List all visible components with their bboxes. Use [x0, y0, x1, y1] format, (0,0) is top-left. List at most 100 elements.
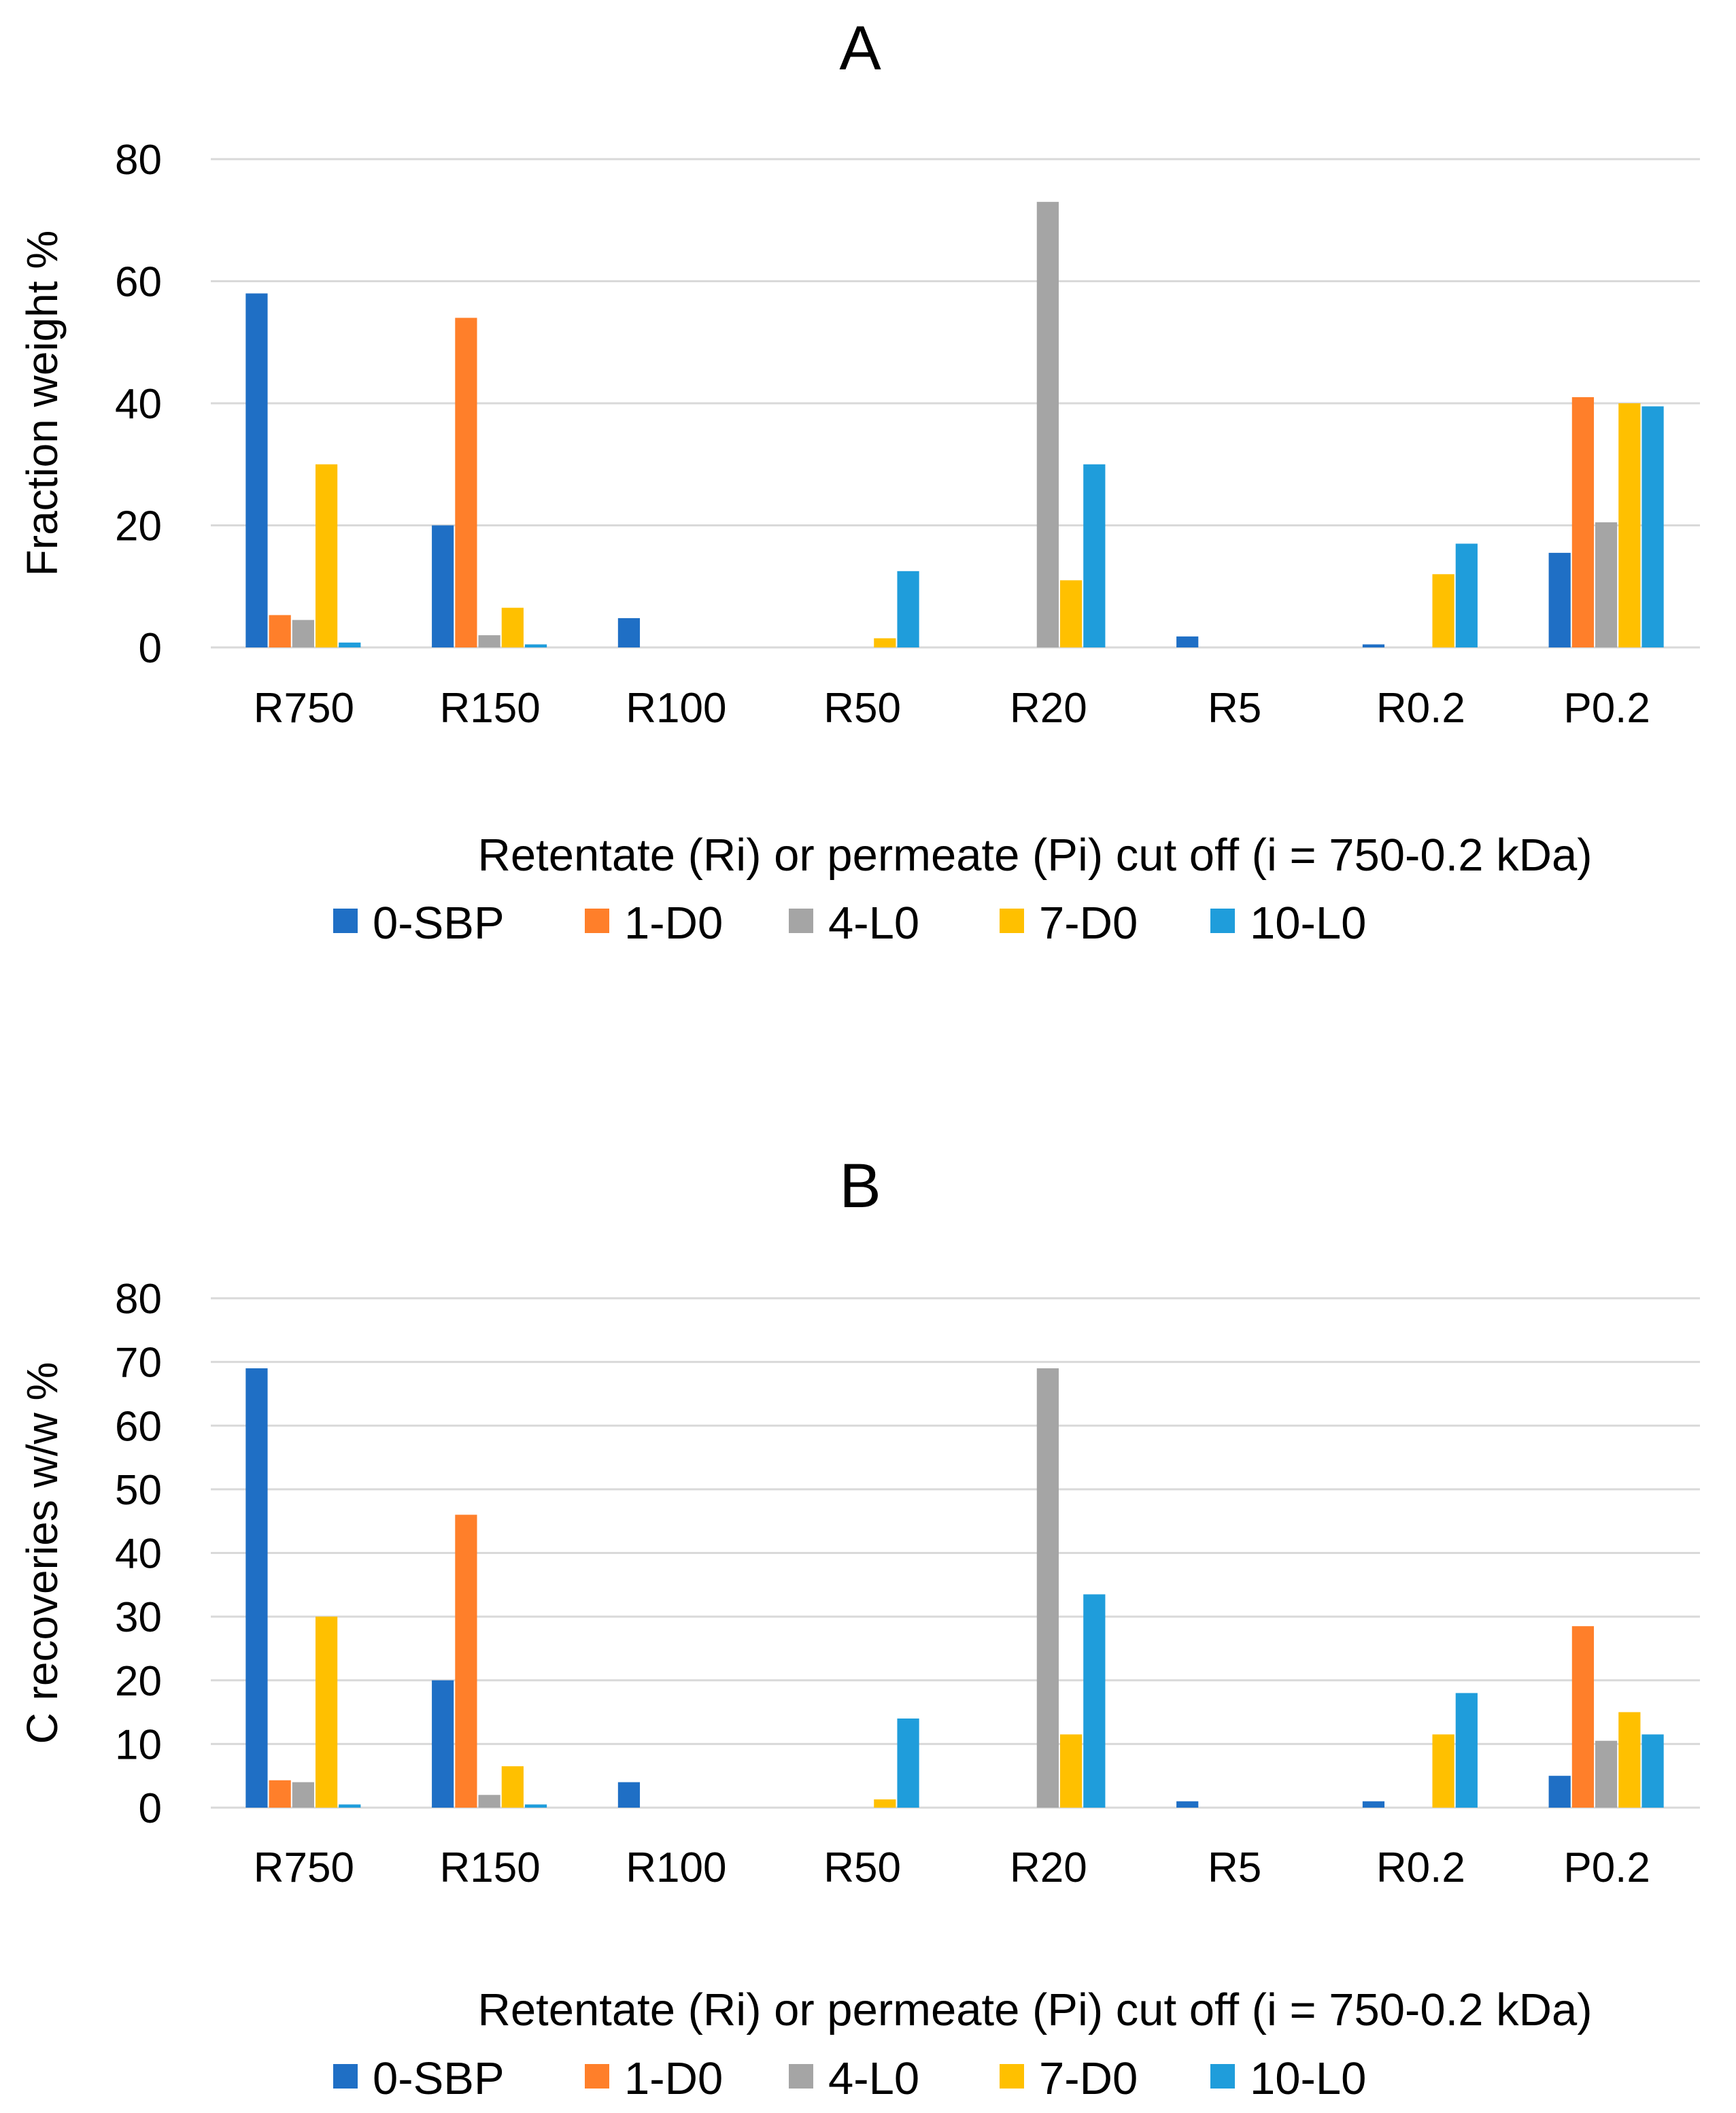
chart-a-bar [315, 464, 338, 647]
chart-b-legend-label: 0-SBP [373, 2053, 505, 2104]
chart-a-bar [269, 615, 291, 647]
chart-a-ytick-label: 20 [115, 503, 162, 550]
chart-a-bar [1083, 464, 1106, 647]
chart-b-bar [1595, 1740, 1618, 1808]
chart-a-category-label: R150 [440, 685, 541, 732]
chart-b-bar [455, 1515, 477, 1808]
chart-b-category-label: R20 [1010, 1844, 1087, 1891]
chart-a-category-label: R20 [1010, 685, 1087, 732]
chart-b-title: B [839, 1151, 881, 1221]
chart-b-category-label: R5 [1208, 1844, 1261, 1891]
chart-a-bar [1036, 201, 1059, 647]
chart-a-bar [245, 293, 268, 647]
chart-b-bar [1059, 1734, 1083, 1808]
chart-a-legend-swatch [789, 909, 813, 933]
chart-a-bar [432, 525, 454, 647]
chart-b-legend-label: 1-D0 [624, 2053, 723, 2104]
chart-b-legend-swatch [333, 2064, 358, 2089]
chart-a: A 0 20 40 60 80 Fraction weight % R750 R150 R100 R… [0, 0, 1736, 1056]
chart-a-legend-swatch [1000, 909, 1024, 933]
chart-a-category-label: R100 [626, 685, 726, 732]
chart-b-category-label: R750 [254, 1844, 354, 1891]
chart-b-bar [1455, 1693, 1478, 1808]
chart-a-bar [1362, 644, 1385, 647]
chart-b-category-label: R100 [626, 1844, 726, 1891]
chart-a-bar [1059, 580, 1083, 647]
chart-b-legend-swatch [789, 2064, 813, 2089]
chart-a-bar [455, 318, 477, 647]
chart-a-ytick-label: 40 [115, 381, 162, 428]
chart-b-legend-label: 10-L0 [1250, 2053, 1366, 2104]
chart-b-ytick-label: 60 [115, 1403, 162, 1450]
chart-b-category-label: P0.2 [1563, 1844, 1650, 1891]
chart-b-legend-label: 4-L0 [828, 2053, 919, 2104]
chart-a-bar [292, 620, 314, 647]
chart-b: B 0 10 20 30 40 50 60 70 80 C recoveries w/w % R750… [0, 1056, 1736, 2113]
chart-a-category-label: R750 [254, 685, 354, 732]
chart-b-ytick-label: 30 [115, 1594, 162, 1641]
chart-b-bar [1036, 1368, 1059, 1808]
chart-b-category-label: R150 [440, 1844, 541, 1891]
chart-a-bar [1641, 406, 1664, 647]
chart-a-bar [1176, 636, 1199, 647]
chart-a-legend-label: 0-SBP [373, 898, 505, 949]
chart-a-legend-swatch [333, 909, 358, 933]
chart-b-legend-swatch [585, 2064, 609, 2089]
chart-b-ytick-label: 0 [139, 1785, 162, 1832]
chart-a-legend-label: 7-D0 [1039, 898, 1138, 949]
chart-a-bar [1455, 543, 1478, 647]
chart-b-legend-swatch [1000, 2064, 1024, 2089]
chart-b-ytick-label: 10 [115, 1721, 162, 1768]
chart-a-bar [501, 607, 524, 647]
chart-b-bar [478, 1795, 500, 1808]
chart-a-bar [1618, 403, 1641, 647]
chart-a-category-label: R0.2 [1376, 685, 1465, 732]
chart-b-bar [315, 1617, 338, 1808]
chart-b-ytick-label: 70 [115, 1340, 162, 1387]
chart-a-category-label: P0.2 [1563, 685, 1650, 732]
chart-b-xlabel: Retentate (Ri) or permeate (Pi) cut off … [477, 1984, 1592, 2035]
chart-b-bar [524, 1804, 547, 1808]
chart-a-bar [1595, 522, 1618, 647]
chart-b-bar [339, 1804, 361, 1808]
chart-a-title: A [839, 14, 881, 83]
chart-b-ytick-label: 20 [115, 1658, 162, 1705]
chart-b-bar [1571, 1626, 1595, 1808]
chart-b-bar [1083, 1594, 1106, 1808]
chart-b-bar [1432, 1734, 1454, 1808]
chart-b-bar [1618, 1712, 1641, 1808]
chart-b-ylabel: C recoveries w/w % [18, 1362, 67, 1744]
chart-b-ytick-label: 40 [115, 1531, 162, 1578]
chart-a-ytick-label: 80 [115, 137, 162, 184]
chart-b-bar [292, 1782, 314, 1808]
chart-b-legend-label: 7-D0 [1039, 2053, 1138, 2104]
chart-a-bar [1432, 574, 1454, 647]
chart-b-bar [269, 1780, 291, 1808]
chart-a-legend-label: 1-D0 [624, 898, 723, 949]
chart-b-category-label: R0.2 [1376, 1844, 1465, 1891]
chart-b-bar [1548, 1776, 1571, 1808]
chart-a-bar [478, 635, 500, 647]
chart-b-bar [1641, 1734, 1664, 1808]
chart-a-bar [897, 571, 919, 647]
chart-b-svg: B 0 10 20 30 40 50 60 70 80 C recoveries w/w % R750… [18, 1151, 1700, 2104]
chart-a-svg: A 0 20 40 60 80 Fraction weight % R750 R150 R100 R… [18, 14, 1700, 949]
chart-a-ytick-label: 60 [115, 259, 162, 306]
chart-a-ylabel: Fraction weight % [18, 231, 67, 577]
chart-a-ytick-label: 0 [139, 625, 162, 672]
chart-a-bar [1571, 397, 1595, 647]
chart-a-bar [874, 638, 896, 647]
chart-b-ytick-label: 50 [115, 1467, 162, 1514]
chart-b-bar [874, 1799, 896, 1808]
chart-a-legend-swatch [585, 909, 609, 933]
chart-b-bar [245, 1368, 268, 1808]
chart-a-category-label: R5 [1208, 685, 1261, 732]
chart-a-bar [1548, 552, 1571, 647]
chart-b-bar [1176, 1801, 1199, 1808]
chart-b-bar [897, 1718, 919, 1808]
chart-b-bar [617, 1782, 641, 1808]
chart-b-category-label: R50 [823, 1844, 901, 1891]
chart-a-legend-swatch [1210, 909, 1235, 933]
chart-b-bar [432, 1680, 454, 1808]
chart-a-category-label: R50 [823, 685, 901, 732]
